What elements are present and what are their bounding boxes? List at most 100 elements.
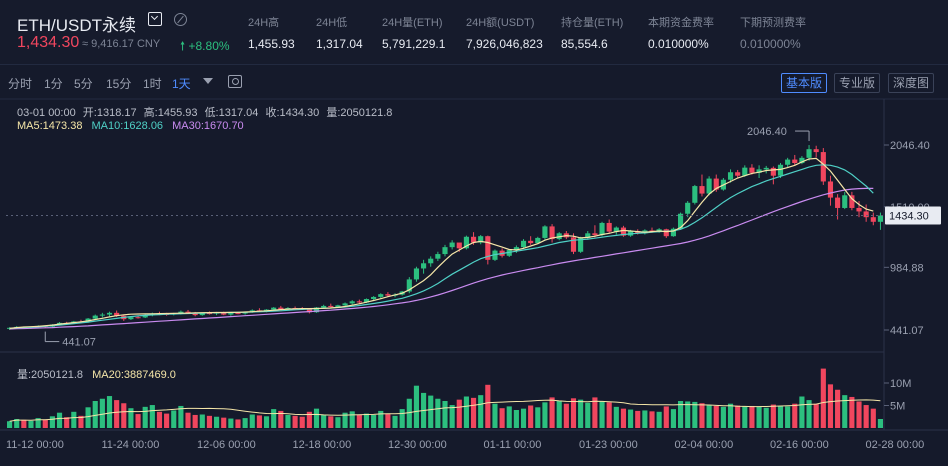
- volume-bar: [585, 402, 591, 428]
- last-price: 1,434.30: [17, 34, 80, 51]
- price-tick-label: 984.88: [890, 262, 924, 274]
- candle-body: [820, 152, 826, 182]
- candle-body: [192, 312, 198, 316]
- candle-body: [599, 222, 605, 236]
- candle-body: [206, 313, 213, 315]
- candle-body: [570, 237, 577, 252]
- candle-body: [792, 159, 798, 164]
- volume-bar: [64, 417, 70, 428]
- stat-value: 85,554.6: [561, 37, 608, 51]
- volume-bar: [463, 396, 469, 428]
- time-axis-label: 01-11 00:00: [484, 439, 542, 451]
- stat-value: 1,317.04: [316, 37, 363, 51]
- volume-bar: [506, 406, 512, 428]
- candle-body: [178, 311, 184, 314]
- candle-body: [692, 186, 698, 203]
- volume-bar: [392, 415, 398, 428]
- pair-title[interactable]: ETH/USDT永续: [17, 16, 136, 35]
- timeframe-tab-1[interactable]: 1分: [44, 77, 63, 91]
- volume-bar: [692, 401, 698, 428]
- volume-bar: [121, 403, 127, 428]
- compass-icon[interactable]: [174, 13, 187, 26]
- volume-bar: [413, 385, 420, 428]
- volume-bar: [620, 408, 627, 428]
- pair-dropdown-icon[interactable]: [148, 12, 162, 26]
- candle-body: [592, 233, 598, 236]
- volume-bar: [328, 416, 334, 428]
- volume-bar: [613, 406, 619, 428]
- volume-bar: [720, 406, 726, 428]
- ma30-label: MA30:1670.70: [172, 120, 244, 132]
- timeframe-tab-4[interactable]: 1时: [143, 77, 162, 91]
- candle-body: [813, 149, 819, 153]
- view-button-0[interactable]: 基本版: [781, 73, 828, 93]
- current-price-tag: [885, 206, 941, 225]
- volume-bar: [292, 415, 298, 428]
- view-button-2[interactable]: 深度图: [888, 73, 935, 93]
- timeframe-tab-5[interactable]: 1天: [172, 77, 191, 91]
- ohlc-vol: 量:2050121.8: [326, 107, 393, 119]
- volume-bar: [749, 405, 755, 428]
- candle-body: [742, 167, 748, 176]
- ohlc-low: 低:1317.04: [204, 107, 259, 119]
- stat-value: 0.010000%: [740, 37, 801, 51]
- candle-body: [756, 169, 762, 173]
- candle-body: [856, 207, 862, 212]
- candle-body: [670, 228, 676, 237]
- candle-body: [328, 305, 334, 308]
- time-axis-label: 02-28 00:00: [866, 439, 925, 451]
- candle-body: [449, 242, 455, 248]
- more-timeframes-dropdown-icon[interactable]: [203, 78, 213, 84]
- timeframe-tab-2[interactable]: 5分: [74, 77, 93, 91]
- candle-body: [356, 301, 362, 303]
- candle-body: [713, 178, 719, 190]
- volume-tick-label: 10M: [890, 378, 911, 390]
- volume-bar: [756, 406, 762, 428]
- stat-label: 本期资金费率: [648, 17, 714, 29]
- screenshot-icon[interactable]: [228, 75, 242, 88]
- ma30-line: [9, 187, 874, 330]
- candle-body: [735, 172, 741, 176]
- timeframe-tab-3[interactable]: 15分: [106, 77, 132, 91]
- volume-bar: [85, 407, 91, 428]
- volume-readout: 量:2050121.8 MA20:3887469.0: [17, 366, 182, 382]
- timeframe-tab-0[interactable]: 分时: [8, 77, 33, 91]
- volume-bar: [49, 416, 55, 428]
- candle-body: [727, 172, 734, 180]
- candle-body: [770, 167, 776, 176]
- volume-bar: [770, 404, 776, 428]
- volume-bar: [849, 396, 855, 428]
- volume-bar: [606, 402, 612, 428]
- candle-body: [271, 307, 277, 310]
- candle-body: [620, 227, 627, 236]
- volume-bar: [735, 405, 741, 428]
- candle-body: [349, 301, 355, 304]
- volume-bar: [271, 409, 277, 428]
- ma10-line: [9, 164, 874, 329]
- candle-body: [106, 312, 113, 315]
- volume-tick-label: 5M: [890, 401, 905, 413]
- time-axis-label: 12-06 00:00: [197, 439, 256, 451]
- stat-label: 24H额(USDT): [466, 17, 535, 29]
- volume-bar: [406, 398, 412, 428]
- candle-body: [649, 230, 655, 232]
- cny-price: ≈ 9,416.17 CNY: [82, 38, 161, 50]
- price-change: 🠕 +8.80%: [180, 39, 230, 53]
- volume-bar: [78, 415, 84, 428]
- volume-bar: [164, 413, 170, 428]
- volume-bar: [742, 406, 748, 428]
- candle-body: [278, 307, 284, 310]
- volume-bar: [813, 403, 819, 428]
- candle-body: [485, 236, 491, 260]
- volume-bar: [563, 403, 569, 428]
- volume-bar: [570, 398, 577, 428]
- candle-body: [135, 317, 141, 319]
- candle-body: [749, 167, 755, 173]
- volume-bar: [649, 411, 655, 428]
- volume-bar: [535, 407, 541, 428]
- stat-label: 24H量(ETH): [382, 17, 443, 29]
- volume-bar: [306, 411, 312, 428]
- time-axis-label: 11-24 00:00: [102, 439, 160, 451]
- view-button-1[interactable]: 专业版: [834, 73, 881, 93]
